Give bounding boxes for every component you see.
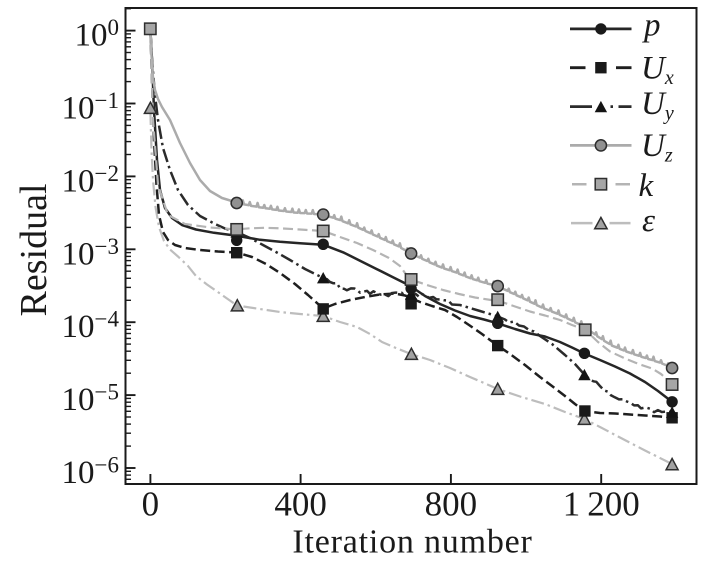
svg-text:400: 400	[274, 485, 327, 524]
svg-text:800: 800	[425, 485, 478, 524]
svg-text:10−6: 10−6	[62, 453, 119, 492]
svg-text:ε: ε	[642, 203, 655, 239]
svg-text:Uz: Uz	[641, 128, 673, 166]
svg-text:k: k	[639, 168, 655, 204]
svg-text:Iteration number: Iteration number	[292, 524, 532, 561]
svg-text:10−3: 10−3	[62, 234, 119, 273]
svg-text:1 200: 1 200	[563, 485, 640, 524]
svg-text:0: 0	[142, 485, 160, 524]
svg-text:p: p	[642, 8, 661, 44]
svg-text:Residual: Residual	[13, 184, 55, 317]
